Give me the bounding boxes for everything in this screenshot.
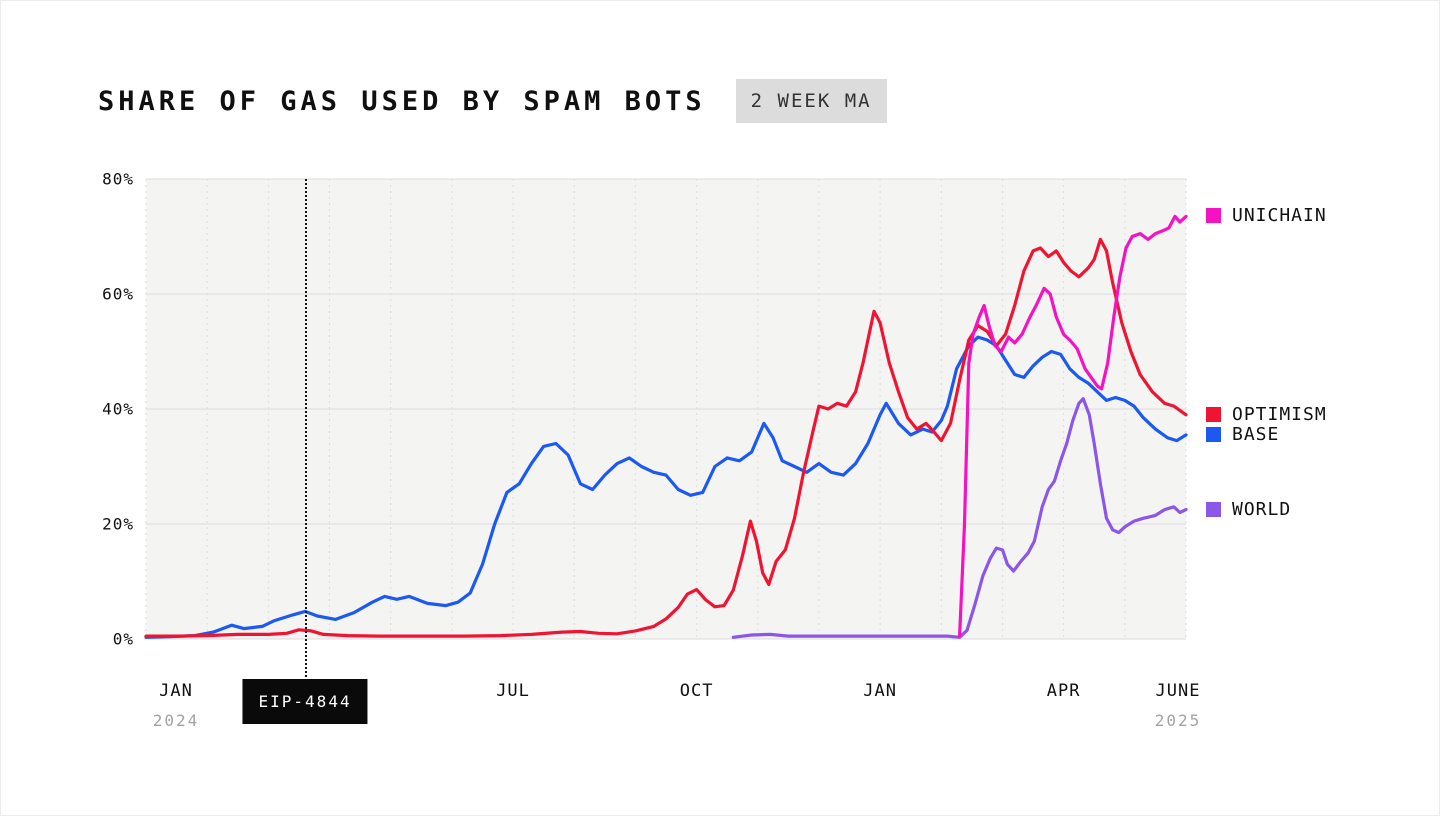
series-line-world	[731, 397, 1188, 639]
x-tick-jan-2024: JAN 2024	[153, 681, 200, 730]
legend-label: OPTIMISM	[1232, 403, 1327, 425]
y-tick-20: 20%	[102, 514, 134, 534]
legend-item-base: BASE	[1206, 424, 1279, 445]
x-tick-june-2025: JUNE 2025	[1155, 681, 1202, 730]
x-tick-jul: JUL	[496, 681, 530, 701]
plot-area	[144, 178, 1188, 640]
legend-swatch-base	[1206, 426, 1221, 442]
legend-item-unichain: UNICHAIN	[1206, 205, 1327, 226]
eip-4844-marker-line	[305, 179, 308, 677]
y-tick-40: 40%	[102, 399, 134, 419]
legend-swatch-world	[1206, 501, 1221, 517]
legend-label: UNICHAIN	[1232, 205, 1327, 227]
legend-item-optimism: OPTIMISM	[1206, 404, 1327, 425]
legend-label: BASE	[1232, 423, 1280, 445]
x-tick-label: JAN	[159, 681, 193, 701]
series-line-optimism	[144, 237, 1188, 638]
x-tick-label: OCT	[679, 681, 714, 701]
x-tick-year: 2024	[152, 711, 200, 730]
x-tick-label: JUNE	[1155, 681, 1201, 701]
x-tick-label: APR	[1046, 681, 1081, 701]
y-tick-0: 0%	[112, 629, 134, 649]
chart-canvas	[144, 178, 1188, 640]
x-tick-label: JUL	[496, 681, 530, 701]
x-tick-apr: APR	[1047, 681, 1081, 701]
x-tick-oct: OCT	[680, 681, 714, 701]
legend-label: WORLD	[1232, 498, 1292, 520]
x-tick-year: 2025	[1154, 711, 1202, 730]
legend-item-world: WORLD	[1206, 499, 1291, 520]
legend-swatch-optimism	[1206, 406, 1221, 422]
header: SHARE OF GAS USED BY SPAM BOTS 2 WEEK MA	[98, 79, 887, 123]
eip-4844-label: EIP-4844	[242, 679, 368, 724]
y-tick-80: 80%	[102, 169, 134, 189]
moving-average-badge: 2 WEEK MA	[735, 79, 887, 123]
series-line-base	[144, 335, 1188, 639]
x-tick-jan: JAN	[863, 681, 897, 701]
y-tick-60: 60%	[102, 284, 134, 304]
page-title: SHARE OF GAS USED BY SPAM BOTS	[98, 85, 706, 117]
x-tick-label: JAN	[863, 681, 897, 701]
series-line-unichain	[958, 214, 1188, 638]
legend-swatch-unichain	[1206, 208, 1221, 224]
